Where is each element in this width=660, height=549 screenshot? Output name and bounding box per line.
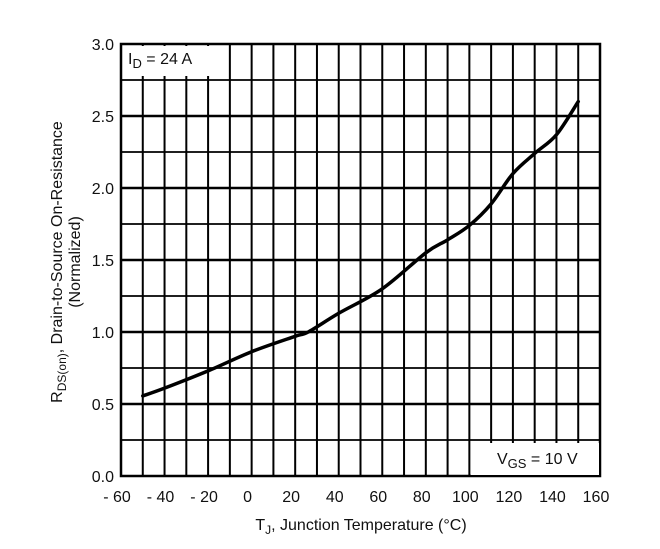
y-tick-label: 0.0 <box>92 469 114 486</box>
x-tick-label: 80 <box>413 489 431 506</box>
x-tick-label: 120 <box>496 489 523 506</box>
plot-frame <box>119 42 602 478</box>
x-tick-label: 140 <box>539 489 566 506</box>
x-tick-label: 100 <box>452 489 479 506</box>
y-tick-label: 0.5 <box>92 397 114 414</box>
annotation-vgs-text: VGS = 10 V <box>497 451 578 471</box>
y-tick-labels: 0.0 0.5 1.0 1.5 2.0 2.5 3.0 <box>92 37 114 486</box>
y-tick-label: 2.5 <box>92 109 114 126</box>
x-tick-label: - 40 <box>147 489 175 506</box>
x-tick-label: - 20 <box>190 489 218 506</box>
x-tick-label: - 60 <box>103 489 131 506</box>
x-tick-label: 60 <box>369 489 387 506</box>
annotation-id: ID = 24 A <box>123 46 219 76</box>
y-tick-label: 1.5 <box>92 253 114 270</box>
x-axis-label: TJ, Junction Temperature (°C) <box>255 517 466 537</box>
x-tick-label: 160 <box>583 489 610 506</box>
y-axis-label-line2: (Normalized) <box>67 216 84 308</box>
series-layer <box>141 99 580 398</box>
y-axis-label: RDS(on), Drain-to-Source On-Resistance (… <box>49 121 84 403</box>
x-tick-label: 20 <box>282 489 300 506</box>
grid <box>121 44 600 476</box>
y-tick-label: 1.0 <box>92 325 114 342</box>
y-tick-label: 2.0 <box>92 181 114 198</box>
x-tick-label: 0 <box>243 489 252 506</box>
y-tick-label: 3.0 <box>92 37 114 54</box>
annotation-vgs: VGS = 10 V <box>471 443 599 475</box>
x-tick-label: 40 <box>326 489 344 506</box>
annotation-id-text: ID = 24 A <box>128 51 192 71</box>
y-axis-label-line1: RDS(on), Drain-to-Source On-Resistance <box>49 121 69 403</box>
x-tick-labels: - 60 - 40 - 20 0 20 40 60 80 100 120 140 160 <box>103 489 609 506</box>
series-line <box>141 99 580 398</box>
